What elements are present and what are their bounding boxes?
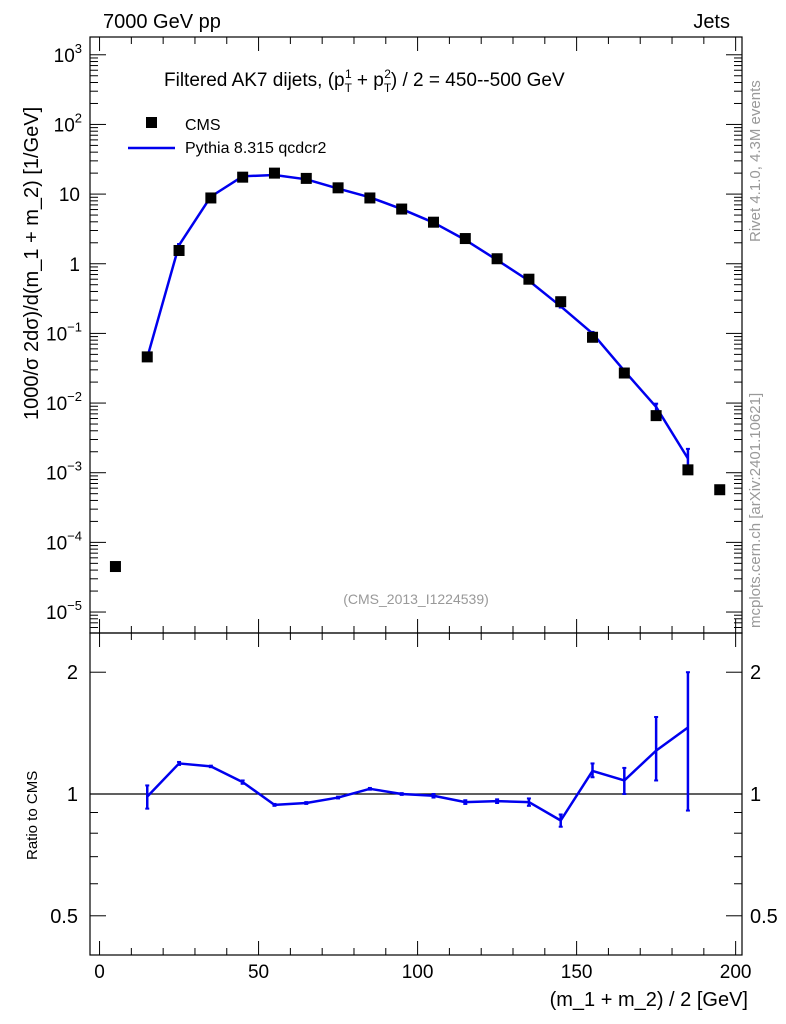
side-label-top: Rivet 4.1.0, 4.3M events bbox=[747, 80, 764, 242]
x-axis-title: (m_1 + m_2) / 2 [GeV] bbox=[550, 989, 748, 1011]
ratio-y-tick-label-right: 0.5 bbox=[750, 906, 778, 928]
ratio-line bbox=[146, 726, 689, 822]
legend-marker-cms bbox=[146, 117, 157, 128]
main-y-tick-label: 10−4 bbox=[46, 528, 82, 554]
cms-data-point bbox=[141, 351, 153, 363]
cms-data-point bbox=[205, 192, 217, 204]
header-right: Jets bbox=[693, 11, 730, 33]
cms-data-point bbox=[491, 253, 503, 265]
x-tick-label: 100 bbox=[402, 962, 434, 983]
cms-data-point bbox=[396, 203, 408, 215]
cms-data-point bbox=[268, 167, 280, 179]
header-left: 7000 GeV pp bbox=[103, 11, 221, 33]
x-tick-label: 150 bbox=[561, 962, 593, 983]
ratio-y-tick-label-left: 1 bbox=[67, 784, 78, 806]
main-y-tick-label: 10 bbox=[59, 185, 80, 206]
main-y-tick-label: 10−2 bbox=[46, 389, 82, 415]
main-title: Filtered AK7 dijets, (pT1 + pT2) / 2 = 4… bbox=[164, 67, 565, 95]
x-tick-label: 0 bbox=[94, 962, 105, 983]
x-tick-labels: 0 50 100 150 200 bbox=[94, 962, 751, 983]
x-tick-label: 50 bbox=[248, 962, 269, 983]
cms-data-point bbox=[618, 367, 630, 379]
x-tick-label: 200 bbox=[720, 962, 752, 983]
main-y-axis-title: 1000/σ 2dσ)/d(m_1 + m_2) [1/GeV] bbox=[21, 107, 43, 420]
axis-ticks bbox=[90, 37, 742, 956]
cms-data-point bbox=[714, 484, 726, 496]
cms-data-point bbox=[650, 410, 662, 422]
cms-data-point bbox=[109, 561, 121, 573]
ratio-y-axis-title: Ratio to CMS bbox=[24, 771, 41, 860]
cms-data-point bbox=[682, 464, 694, 476]
pythia-series-main bbox=[145, 173, 690, 474]
main-y-tick-label: 10−1 bbox=[46, 319, 82, 345]
cms-data-point bbox=[427, 216, 439, 228]
main-y-tick-label: 10−5 bbox=[46, 598, 82, 624]
cms-data-point bbox=[459, 233, 471, 245]
cms-data-point bbox=[364, 192, 376, 204]
cms-data-point bbox=[523, 273, 535, 285]
main-y-tick-label: 1 bbox=[69, 255, 80, 276]
cms-data-point bbox=[237, 171, 249, 183]
cms-data-point bbox=[173, 244, 185, 256]
cms-data-point bbox=[555, 296, 567, 308]
analysis-watermark: (CMS_2013_I1224539) bbox=[343, 591, 489, 607]
cms-data-point bbox=[332, 182, 344, 194]
pythia-series-ratio bbox=[145, 671, 690, 828]
main-y-tick-label: 103 bbox=[54, 41, 82, 67]
ratio-y-tick-label-right: 1 bbox=[750, 784, 761, 806]
cms-series-main bbox=[109, 167, 726, 573]
main-y-tick-label: 10−3 bbox=[46, 459, 82, 485]
cms-data-point bbox=[300, 172, 312, 184]
main-y-tick-label: 102 bbox=[54, 110, 82, 136]
ratio-y-tick-label-left: 2 bbox=[67, 662, 78, 684]
pythia-line bbox=[146, 173, 689, 460]
ratio-y-tick-label-left: 0.5 bbox=[50, 906, 78, 928]
main-y-tick-labels: 10−5 10−4 10−3 10−2 10−1 1 10 102 103 bbox=[46, 41, 82, 624]
ratio-y-tick-labels: 0.5 0.5 1 1 2 2 bbox=[50, 662, 778, 928]
legend-label-cms: CMS bbox=[185, 117, 221, 134]
ratio-y-tick-label-right: 2 bbox=[750, 662, 761, 684]
legend-label-pythia: Pythia 8.315 qcdcr2 bbox=[185, 140, 327, 157]
side-label-bottom: mcplots.cern.ch [arXiv:2401.10621] bbox=[747, 393, 764, 628]
cms-data-point bbox=[587, 331, 599, 343]
